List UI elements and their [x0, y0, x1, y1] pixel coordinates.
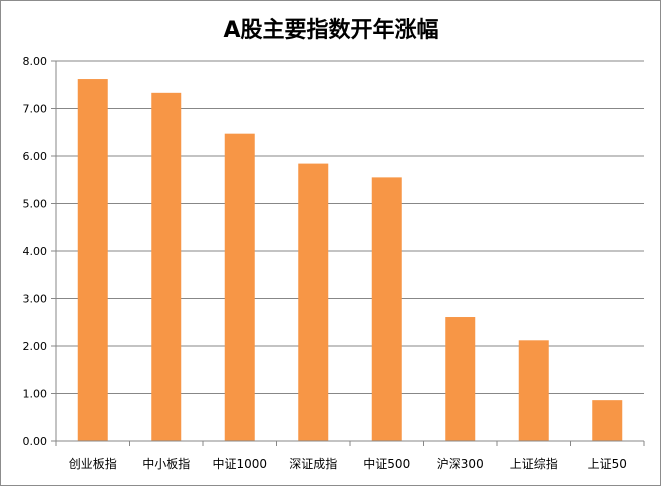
x-tick-label: 上证50	[588, 457, 627, 471]
y-tick-label: 3.00	[23, 293, 48, 306]
x-tick-label: 创业板指	[69, 456, 117, 471]
x-tick-label: 深证成指	[289, 456, 337, 471]
y-tick-label: 8.00	[23, 55, 48, 68]
x-tick-label: 中证1000	[212, 456, 267, 471]
bar	[592, 400, 623, 441]
x-tick-label: 中证500	[363, 456, 410, 471]
y-tick-label: 5.00	[23, 198, 48, 211]
y-tick-label: 0.00	[23, 435, 48, 448]
bar	[518, 340, 549, 441]
bar	[77, 79, 108, 442]
y-tick-label: 2.00	[23, 340, 48, 353]
bar	[151, 92, 182, 441]
axes	[55, 61, 645, 446]
y-tick-label: 6.00	[23, 150, 48, 163]
bars	[77, 79, 623, 442]
y-tick-label: 1.00	[23, 388, 48, 401]
bar	[371, 177, 402, 441]
y-axis-ticks: 0.00 1.00 2.00 3.00 4.00 5.00 6.00 7.00 8.00	[23, 55, 48, 448]
bar	[224, 133, 255, 442]
x-axis-labels: 创业板指 中小板指 中证1000 深证成指 中证500 沪深300 上证综指 上证50	[69, 456, 627, 471]
gridlines	[51, 60, 644, 442]
x-tick-label: 中小板指	[142, 456, 190, 471]
chart-title: A股主要指数开年涨幅	[223, 17, 438, 43]
y-tick-label: 7.00	[23, 103, 48, 116]
x-tick-label: 上证综指	[510, 456, 558, 471]
y-tick-label: 4.00	[23, 245, 48, 258]
bar	[445, 317, 476, 441]
x-tick-label: 沪深300	[437, 457, 484, 471]
bar	[298, 163, 329, 441]
